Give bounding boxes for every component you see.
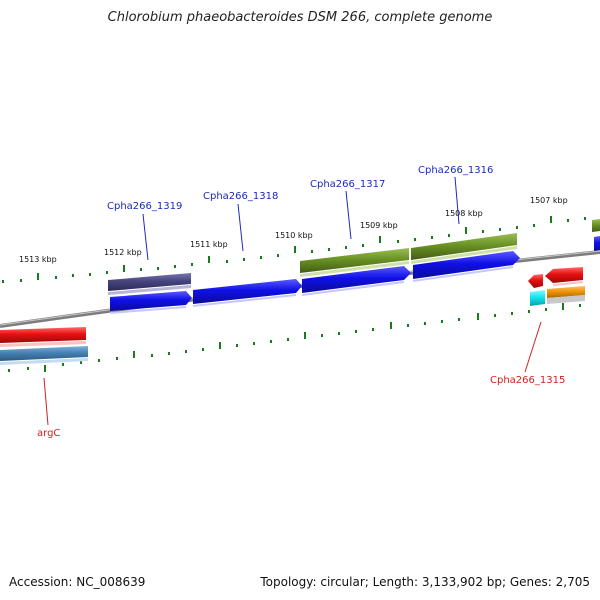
gene-arrow-argc[interactable] <box>0 327 86 347</box>
gene-block-cpha1319-upper[interactable] <box>108 273 191 295</box>
label-leaders <box>43 176 542 426</box>
gene-block-cpha1316-upper[interactable] <box>411 233 517 264</box>
gene-arrow-cpha1317[interactable] <box>302 266 411 296</box>
gene-arrow-small-red[interactable] <box>528 274 543 288</box>
gene-label-cpha1315: Cpha266_1315 <box>490 375 565 386</box>
genome-summary-text: Topology: circular; Length: 3,133,902 bp… <box>260 575 590 589</box>
page-title: Chlorobium phaeobacteroides DSM 266, com… <box>107 10 493 25</box>
gene-arrow-edge-blue[interactable] <box>594 236 600 251</box>
gene-arrow-cpha1315[interactable] <box>545 267 583 286</box>
ruler-label: 1511 kbp <box>190 240 228 249</box>
ruler-labels: 1513 kbp 1512 kbp 1511 kbp 1510 kbp 1509… <box>19 196 568 264</box>
gene-block-edge-olive[interactable] <box>592 219 600 232</box>
ruler-label: 1508 kbp <box>445 209 483 218</box>
gene-block-cpha1317-upper[interactable] <box>300 248 409 277</box>
ruler-label: 1510 kbp <box>275 231 313 240</box>
upper-ruler <box>2 216 586 283</box>
gene-label-cpha1319: Cpha266_1319 <box>107 201 182 212</box>
ruler-label: 1512 kbp <box>104 248 142 257</box>
gene-label-cpha1318: Cpha266_1318 <box>203 191 278 202</box>
lower-ruler <box>8 303 581 372</box>
gene-arrow-cpha1318[interactable] <box>193 279 302 307</box>
gene-block-orange[interactable] <box>547 286 585 304</box>
gene-block-cyan[interactable] <box>530 290 545 306</box>
gene-arrow-cpha1316[interactable] <box>413 251 520 282</box>
ruler-label: 1509 kbp <box>360 221 398 230</box>
gene-arrow-cpha1319[interactable] <box>110 291 192 314</box>
ruler-label: 1513 kbp <box>19 255 57 264</box>
accession-text: Accession: NC_008639 <box>9 575 146 589</box>
footer: Accession: NC_008639 Topology: circular;… <box>0 575 600 593</box>
gene-label-cpha1317: Cpha266_1317 <box>310 179 385 190</box>
gene-labels: Cpha266_1319 Cpha266_1318 Cpha266_1317 C… <box>37 165 565 439</box>
gene-block-steel[interactable] <box>0 346 88 365</box>
ruler-label: 1507 kbp <box>530 196 568 205</box>
gene-label-cpha1316: Cpha266_1316 <box>418 165 493 176</box>
gene-label-argc: argC <box>37 428 60 439</box>
